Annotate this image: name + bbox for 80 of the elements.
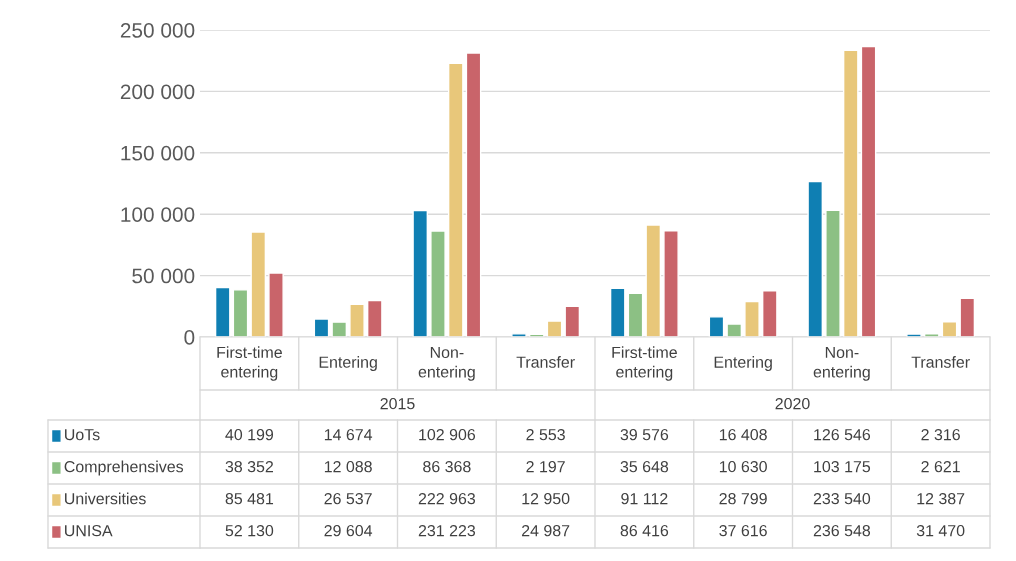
data-label: 24 987: [522, 524, 570, 537]
data-label: 126 546: [814, 428, 871, 441]
data-label: 29 604: [324, 524, 373, 537]
data-label: 231 223: [418, 524, 476, 537]
bar: [744, 300, 760, 337]
bar: [465, 52, 482, 337]
bar: [609, 287, 626, 337]
data-label: 86 368: [423, 460, 471, 473]
bar: [627, 292, 644, 337]
data-label: 12 387: [917, 492, 965, 505]
data-label: 10 630: [719, 460, 767, 473]
y-tick-label: 0: [184, 330, 195, 345]
bar: [349, 303, 365, 337]
bar: [331, 321, 348, 337]
data-label: 37 616: [719, 524, 767, 537]
data-label: 12 950: [522, 492, 570, 505]
data-label: 40 199: [225, 428, 274, 441]
data-label: 35 648: [620, 460, 669, 473]
data-label: 52 130: [225, 524, 274, 537]
y-tick-label: 150 000: [121, 145, 195, 161]
data-label: 26 537: [324, 492, 372, 505]
data-label: 14 674: [324, 428, 373, 441]
bar: [214, 286, 231, 337]
bar: [564, 305, 581, 337]
x-tick-label: First-time entering: [217, 346, 282, 381]
x-tick-label: Entering: [319, 356, 377, 371]
data-label: 2 621: [921, 460, 960, 473]
legend-label: Universities: [65, 492, 146, 505]
data-label: 38 352: [225, 460, 273, 473]
data-label: 2 316: [921, 428, 960, 441]
bar: [761, 290, 778, 337]
bar: [366, 299, 383, 337]
data-label: 236 548: [813, 524, 871, 537]
data-label: 28 799: [719, 492, 767, 505]
data-label: 102 906: [419, 428, 476, 441]
data-label: 233 540: [813, 492, 871, 505]
text: 2015: [380, 397, 415, 410]
data-label: 2 197: [526, 460, 565, 473]
data-label: 39 576: [620, 428, 669, 441]
bar: [430, 230, 446, 337]
data-label: 86 416: [620, 524, 669, 537]
bar: [807, 180, 824, 337]
x-tick-label: Transfer: [516, 356, 575, 368]
bar: [663, 230, 679, 337]
bar: [313, 318, 330, 337]
y-tick-label: 100 000: [121, 207, 195, 222]
data-label: 16 408: [719, 428, 767, 441]
bar: [250, 231, 267, 337]
bar: [825, 209, 841, 337]
data-label: 12 088: [324, 460, 372, 473]
x-tick-label: Transfer: [911, 356, 970, 368]
data-label: 91 112: [621, 492, 668, 505]
data-label: 31 470: [916, 524, 965, 537]
bar: [842, 49, 859, 337]
y-tick-label: 50 000: [132, 268, 195, 284]
x-tick-label: Non-entering: [813, 346, 870, 381]
bar: [232, 289, 249, 337]
data-label: 103 175: [814, 460, 871, 473]
y-tick-label: 250 000: [120, 23, 195, 38]
legend-label: UoTs: [65, 429, 100, 441]
data-label: 2 553: [526, 428, 565, 441]
bar: [447, 62, 464, 337]
text: 2020: [775, 397, 810, 410]
bar: [645, 224, 662, 337]
data-label: 85 481: [225, 492, 274, 505]
x-tick-label: Entering: [714, 356, 772, 371]
x-tick-label: First-time entering: [612, 346, 677, 381]
bar: [708, 316, 725, 337]
data-label: 222 963: [418, 492, 476, 505]
bar: [268, 272, 284, 337]
bar: [941, 321, 958, 337]
x-tick-label: Non-entering: [418, 346, 475, 381]
y-tick-label: 200 000: [120, 84, 195, 100]
legend-label: UNISA: [65, 524, 113, 537]
bar: [726, 323, 743, 337]
legend-label: Comprehensives: [64, 460, 184, 476]
bar: [546, 320, 563, 337]
bar: [959, 297, 976, 337]
bar: [412, 209, 429, 337]
bar: [860, 45, 877, 337]
